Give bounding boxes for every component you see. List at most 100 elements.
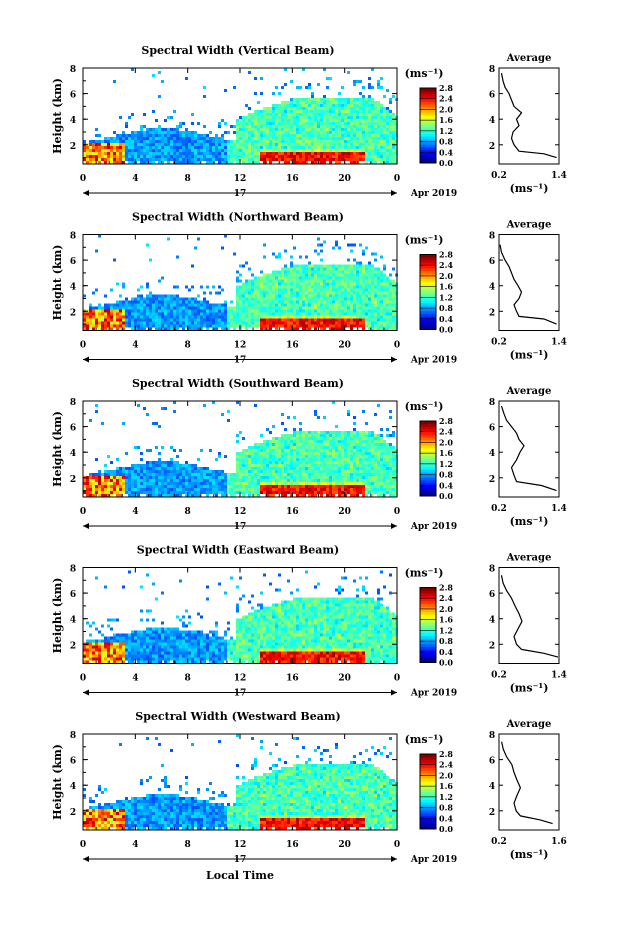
colorbar-cell: [420, 90, 436, 94]
panel-title: Spectral Width (Westward Beam): [135, 710, 340, 723]
average-title: Average: [506, 53, 552, 64]
colorbar-cell: [420, 598, 436, 602]
y-tick-label: 8: [70, 731, 76, 741]
x-tick-label: 20: [338, 341, 351, 351]
average-panel: Average 0.2 1.6 2 4 6 8 (ms⁻¹): [489, 719, 567, 861]
x-tick-label: 8: [185, 674, 191, 684]
colorbar-cell: [420, 600, 436, 605]
colorbar-cell: [420, 136, 436, 140]
x-tick-label: 0: [80, 174, 86, 184]
colorbar-tick-label: 1.6: [439, 115, 453, 125]
x-tick-label: 0: [394, 174, 400, 184]
colorbar-tick-label: 2.8: [439, 749, 453, 759]
average-y-tick-label: 4: [489, 616, 495, 626]
average-frame: [498, 234, 560, 331]
colorbar-tick-label: 0.0: [439, 658, 453, 668]
colorbar-tick-label: 0.8: [439, 303, 453, 313]
y-tick-label: 6: [70, 91, 76, 101]
colorbar-cell: [420, 770, 436, 774]
x-tick-label: 16: [286, 840, 299, 850]
colorbar-cell: [420, 780, 436, 784]
x-tick-label: 16: [286, 174, 299, 184]
colorbar-cell: [420, 756, 436, 760]
colorbar-cell: [420, 493, 436, 497]
colorbar-cell: [420, 434, 436, 438]
colorbar-cell: [420, 324, 436, 328]
heatmap-cells-1: [83, 68, 398, 164]
colorbar-cell: [420, 133, 436, 137]
x-tick-label: 4: [132, 341, 138, 351]
day-arrow-right: [391, 190, 397, 196]
colorbar-cell: [420, 445, 436, 449]
colorbar-cell: [420, 439, 436, 443]
colorbar-cell: [420, 482, 436, 486]
panel-3: Spectral Width (Southward Beam) Height (k…: [51, 377, 567, 532]
colorbar-cell: [420, 796, 436, 801]
colorbar-cell: [420, 603, 436, 607]
colorbar-tick-label: 0.4: [439, 480, 453, 490]
colorbar: 0.00.40.81.21.62.02.42.8 (ms⁻¹): [405, 400, 454, 501]
colorbar-cell: [420, 611, 436, 615]
colorbar: 0.00.40.81.21.62.02.42.8 (ms⁻¹): [405, 234, 454, 335]
average-y-tick-label: 4: [489, 449, 495, 459]
day-label: 17: [234, 855, 247, 865]
x-tick-label: 16: [286, 507, 299, 517]
colorbar-tick-label: 2.0: [439, 104, 453, 114]
colorbar-tick-label: 0.4: [439, 147, 453, 157]
colorbar-cell: [420, 426, 436, 430]
heatmap-cells-2: [83, 234, 398, 331]
panel-title: Spectral Width (Eastward Beam): [137, 544, 339, 557]
colorbar-tick-label: 0.8: [439, 470, 453, 480]
colorbar-cell: [420, 300, 436, 304]
average-frame: [498, 400, 560, 498]
colorbar-cell: [420, 447, 436, 451]
average-y-tick-label: 2: [489, 808, 495, 818]
x-tick-label: 0: [394, 507, 400, 517]
average-profile-line: [499, 244, 557, 325]
colorbar-cell: [420, 812, 436, 817]
local-time-label: Local Time: [206, 869, 274, 882]
colorbar-cell: [420, 764, 436, 768]
y-tick-label: 2: [70, 142, 76, 152]
colorbar-cell: [420, 313, 436, 317]
average-panel: Average 0.2 1.4 2 4 6 8 (ms⁻¹): [489, 386, 567, 528]
colorbar-cell: [420, 437, 436, 441]
colorbar-cell: [420, 461, 436, 465]
average-x-tick-label: 1.4: [551, 338, 567, 348]
colorbar-cell: [420, 292, 436, 296]
colorbar-cell: [420, 423, 436, 427]
colorbar-cell: [420, 762, 436, 766]
colorbar-unit-label: (ms⁻¹): [405, 234, 444, 247]
colorbar-cell: [420, 807, 436, 811]
colorbar-cell: [420, 654, 436, 658]
x-tick-label: 4: [132, 507, 138, 517]
day-arrow-left: [83, 523, 89, 529]
average-x-label: (ms⁻¹): [510, 682, 549, 695]
day-arrow-left: [83, 689, 89, 696]
day-label: 17: [234, 356, 247, 366]
colorbar-cell: [420, 138, 436, 143]
average-y-tick-label: 2: [489, 641, 495, 651]
average-x-tick-label: 1.4: [551, 671, 567, 681]
y-tick-label: 8: [70, 232, 76, 242]
panel-4: Spectral Width (Eastward Beam) Height (km…: [51, 544, 567, 699]
colorbar-unit-label: (ms⁻¹): [405, 567, 444, 580]
colorbar-cell: [420, 128, 436, 132]
colorbar-cell: [420, 627, 436, 631]
colorbar-cell: [420, 302, 436, 306]
y-tick-label: 6: [70, 757, 76, 767]
average-y-tick-label: 2: [489, 308, 495, 318]
day-label: 17: [234, 689, 247, 699]
colorbar-cell: [420, 106, 436, 110]
colorbar-cell: [420, 308, 436, 312]
colorbar-cell: [420, 152, 436, 156]
average-profile-line: [500, 72, 557, 159]
colorbar-cell: [420, 487, 436, 492]
colorbar-tick-label: 0.0: [439, 824, 453, 834]
colorbar-cell: [420, 93, 436, 97]
colorbar-cell: [420, 622, 436, 626]
colorbar-cell: [420, 474, 436, 478]
colorbar-cell: [420, 321, 436, 325]
y-tick-label: 4: [70, 449, 76, 459]
